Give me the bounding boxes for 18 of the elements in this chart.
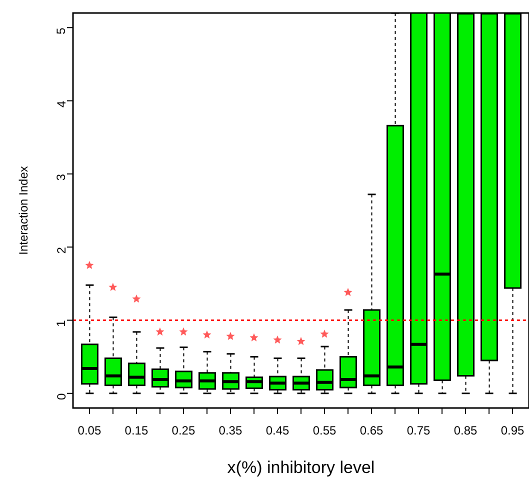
y-tick-label: 1 <box>54 320 68 327</box>
x-tick-label: 0.95 <box>500 424 525 438</box>
x-tick-label: 0.05 <box>78 424 102 438</box>
y-tick-label: 0 <box>54 393 68 400</box>
y-tick-label: 4 <box>54 100 68 108</box>
x-tick-label: 0.35 <box>218 424 242 438</box>
y-tick-label: 2 <box>54 246 68 254</box>
x-tick-label: 0.55 <box>312 424 337 438</box>
x-tick-label: 0.25 <box>172 424 196 438</box>
x-tick-label: 0.45 <box>266 424 290 438</box>
x-axis-title: x(%) inhibitory level <box>227 458 375 477</box>
x-tick-label: 0.75 <box>406 424 431 438</box>
x-tick-label: 0.15 <box>124 424 148 438</box>
y-axis-title: Interaction Index <box>16 166 30 255</box>
y-tick-label: 3 <box>54 174 68 181</box>
y-tick-label: 5 <box>54 27 68 34</box>
x-tick-label: 0.65 <box>360 424 384 438</box>
x-tick-label: 0.85 <box>454 424 478 438</box>
